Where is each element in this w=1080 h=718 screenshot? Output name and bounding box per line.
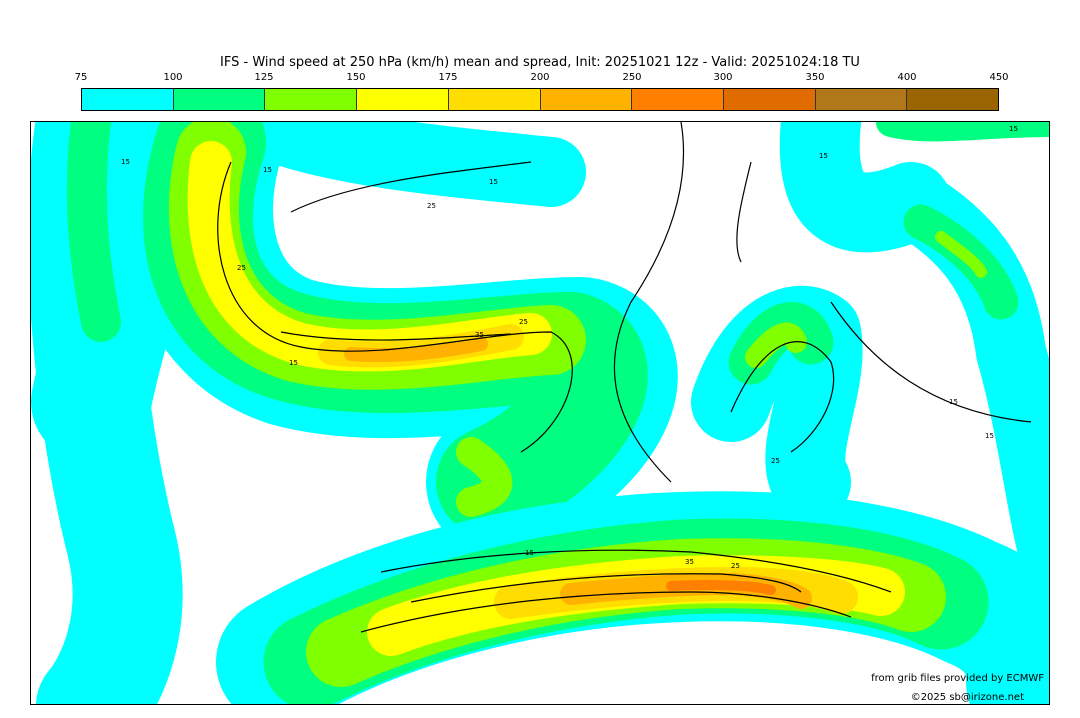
contour-labels: 15 15 25 25 15 35 25 15 15 25 15 15 15 3… [121,125,1018,570]
colorbar-swatch [723,89,816,110]
contour-label: 15 [949,398,958,406]
contour-label: 25 [771,457,780,465]
map-title: IFS - Wind speed at 250 hPa (km/h) mean … [220,55,860,70]
contour-label: 25 [237,264,246,272]
contour-label: 15 [263,166,272,174]
contour-label: 25 [519,318,528,326]
colorbar-tick: 200 [530,72,550,83]
colorbar-swatch [173,89,266,110]
colorbar-swatch [82,89,174,110]
colorbar-tick: 150 [346,72,366,83]
colorbar-tick: 75 [74,72,88,83]
colorbar-tick: 250 [622,72,642,83]
colorbar-tick: 450 [989,72,1009,83]
contour-label: 15 [525,549,534,557]
copyright-credit: ©2025 sb@irizone.net [910,692,1024,703]
contour-label: 15 [1009,125,1018,133]
contour-label: 15 [121,158,130,166]
contour-label: 35 [685,558,694,566]
contour-label: 15 [489,178,498,186]
jet-scandinavia [691,122,1049,577]
colorbar-tick: 400 [897,72,917,83]
colorbar-swatch [265,89,358,110]
colorbar-tick: 300 [713,72,733,83]
colorbar-tick: 175 [438,72,458,83]
colorbar [81,88,999,111]
colorbar-swatch [815,89,908,110]
colorbar-tick: 350 [805,72,825,83]
spread-contours [217,122,1032,633]
contour-label: 15 [289,359,298,367]
contour-label: 25 [427,202,436,210]
contour-label: 35 [475,331,484,339]
colorbar-swatch [907,89,999,110]
colorbar-swatch [632,89,724,110]
data-source-credit: from grib files provided by ECMWF [871,673,1044,684]
colorbar-swatch [448,89,541,110]
map-canvas: 15 15 25 25 15 35 25 15 15 25 15 15 15 3… [31,122,1049,704]
contour-label: 25 [731,562,740,570]
contour-label: 15 [985,432,994,440]
jet-north-atlantic [123,122,678,557]
colorbar-tick: 100 [163,72,183,83]
jet-south [216,491,1049,704]
colorbar-tick: 125 [254,72,274,83]
colorbar-swatch [540,89,633,110]
colorbar-swatch [357,89,449,110]
wind-speed-map: 15 15 25 25 15 35 25 15 15 25 15 15 15 3… [30,121,1050,705]
contour-label: 15 [819,152,828,160]
